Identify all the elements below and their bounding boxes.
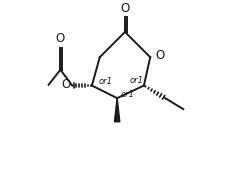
Text: or1: or1 [98,77,112,86]
Text: O: O [55,32,64,45]
Text: or1: or1 [129,76,143,85]
Text: or1: or1 [120,90,134,99]
Text: O: O [61,78,70,91]
Text: O: O [156,49,165,62]
Text: O: O [120,2,130,15]
Polygon shape [114,98,120,122]
